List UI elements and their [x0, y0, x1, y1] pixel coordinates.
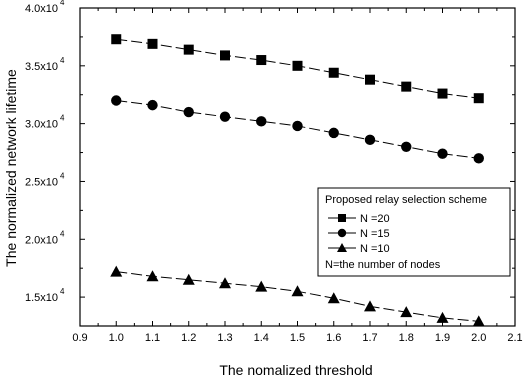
data-point — [291, 285, 304, 297]
y-tick-exponent: 4 — [60, 287, 65, 296]
x-tick-label: 1.2 — [181, 332, 196, 344]
data-point — [328, 127, 339, 139]
data-point — [111, 34, 122, 45]
data-point — [365, 74, 375, 85]
y-tick-label: 3.0x10 — [25, 119, 58, 131]
legend-label: N =15 — [360, 228, 390, 240]
data-point — [256, 55, 267, 66]
data-point — [400, 306, 413, 318]
data-point — [401, 141, 412, 152]
series-layer — [110, 34, 485, 327]
data-point — [473, 93, 484, 104]
x-tick-label: 1.3 — [217, 332, 232, 344]
series-line — [116, 271, 479, 322]
y-axis-title: The normalized network lifetime — [3, 69, 19, 267]
data-point — [219, 111, 231, 122]
legend-box — [317, 187, 511, 277]
data-point — [437, 148, 448, 159]
data-point — [111, 95, 122, 106]
x-tick-label: 2.0 — [471, 332, 486, 344]
data-point — [364, 300, 376, 312]
data-point — [255, 280, 268, 292]
y-tick-label: 2.0x10 — [25, 234, 58, 246]
x-tick-label: 1.7 — [362, 332, 377, 344]
y-tick-exponent: 4 — [60, 56, 65, 65]
series-triangle — [110, 265, 485, 327]
x-tick-label: 1.6 — [326, 332, 341, 344]
data-point — [437, 88, 448, 99]
x-tick-label: 1.9 — [435, 332, 450, 344]
data-point — [147, 38, 158, 49]
legend-marker — [337, 228, 347, 238]
data-point — [472, 315, 485, 327]
x-tick-label: 1.8 — [399, 332, 414, 344]
data-point — [473, 153, 484, 164]
y-tick-exponent: 4 — [60, 0, 65, 7]
data-point — [328, 67, 339, 78]
x-tick-label: 1.1 — [145, 332, 160, 344]
y-tick-label: 4.0x10 — [25, 3, 58, 15]
x-tick-label: 1.5 — [290, 332, 305, 344]
x-tick-label: 0.9 — [72, 332, 87, 344]
legend-note: N=the number of nodes — [325, 259, 441, 271]
legend-marker — [338, 214, 346, 222]
data-point — [146, 270, 159, 282]
axes: 0.9 1.0 1.1 1.2 1.3 1.4 1.5 1.6 1.7 1.8 1.9 2.0 2.1 1… — [25, 0, 523, 344]
legend: Proposed relay selection scheme N =20 N =1… — [317, 187, 511, 277]
y-tick-exponent: 4 — [60, 229, 65, 238]
y-tick-label: 1.5x10 — [25, 292, 58, 304]
y-tick-label: 2.5x10 — [25, 176, 58, 188]
data-point — [220, 50, 230, 61]
legend-label: N =20 — [360, 213, 390, 225]
data-point — [183, 106, 194, 118]
data-point — [183, 44, 194, 55]
plot-frame — [79, 7, 516, 327]
legend-title: Proposed relay selection scheme — [325, 194, 487, 206]
data-point — [436, 311, 449, 323]
series-square — [111, 34, 484, 104]
y-tick-exponent: 4 — [60, 114, 65, 123]
series-circle — [111, 95, 484, 164]
data-point — [219, 277, 231, 289]
data-point — [327, 292, 340, 304]
legend-marker — [337, 243, 347, 252]
data-point — [147, 99, 158, 111]
y-tick-label: 3.5x10 — [25, 61, 58, 73]
x-tick-label: 2.1 — [507, 332, 522, 344]
data-point — [292, 120, 303, 132]
y-tick-exponent: 4 — [60, 171, 65, 180]
data-point — [110, 265, 123, 277]
data-point — [182, 273, 195, 285]
legend-label: N =10 — [360, 243, 390, 255]
data-point — [364, 134, 376, 146]
data-point — [256, 116, 267, 127]
x-tick-label: 1.0 — [109, 332, 124, 344]
data-point — [292, 60, 303, 71]
x-tick-label: 1.4 — [254, 332, 269, 344]
data-point — [401, 81, 412, 92]
x-axis-title: The nomalized threshold — [219, 362, 372, 378]
